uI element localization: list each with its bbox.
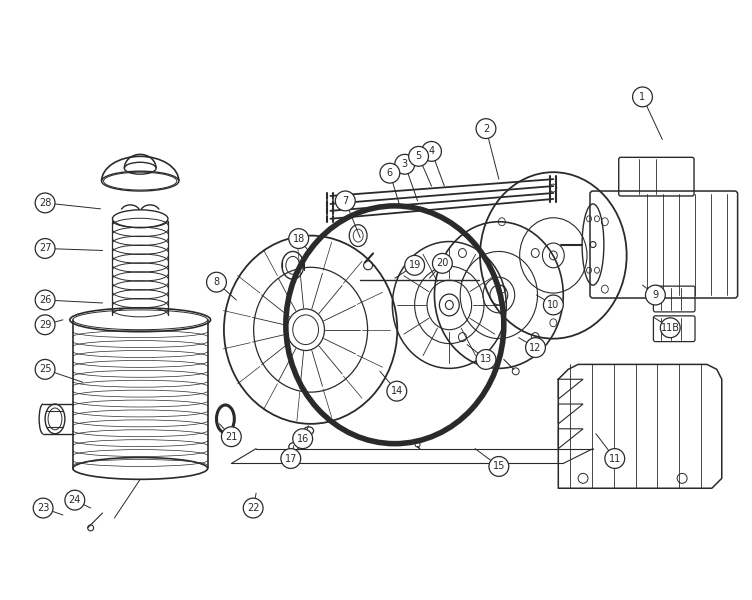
Circle shape	[544, 295, 563, 315]
Text: 19: 19	[408, 260, 421, 271]
Circle shape	[380, 163, 400, 183]
Circle shape	[33, 498, 53, 518]
Circle shape	[207, 272, 226, 292]
Text: 9: 9	[652, 290, 659, 300]
Text: 3: 3	[402, 159, 408, 169]
Circle shape	[432, 253, 452, 273]
Circle shape	[35, 193, 55, 213]
Text: 11B: 11B	[661, 323, 680, 333]
Circle shape	[65, 490, 85, 510]
Circle shape	[335, 191, 355, 211]
Text: 8: 8	[214, 277, 220, 287]
Text: 24: 24	[68, 495, 81, 505]
Circle shape	[422, 142, 441, 161]
Text: 17: 17	[284, 454, 297, 464]
Text: 7: 7	[342, 196, 348, 206]
Text: 29: 29	[39, 320, 51, 330]
Text: 1: 1	[639, 92, 645, 102]
Text: 10: 10	[547, 300, 559, 310]
Text: 25: 25	[39, 364, 51, 374]
Circle shape	[489, 457, 509, 476]
Circle shape	[281, 449, 301, 469]
Circle shape	[395, 154, 414, 174]
Circle shape	[221, 427, 241, 446]
Text: 21: 21	[225, 432, 238, 442]
Text: 22: 22	[247, 503, 259, 513]
Text: 5: 5	[415, 151, 422, 161]
Text: 4: 4	[429, 146, 435, 157]
Circle shape	[605, 449, 625, 469]
Circle shape	[632, 87, 653, 107]
Text: 14: 14	[391, 386, 403, 396]
Circle shape	[35, 290, 55, 310]
Text: 11: 11	[608, 454, 621, 464]
Text: 12: 12	[529, 343, 541, 353]
Circle shape	[526, 338, 545, 358]
Circle shape	[645, 285, 666, 305]
Text: 26: 26	[39, 295, 51, 305]
Text: 27: 27	[39, 244, 51, 253]
Text: 16: 16	[296, 434, 309, 444]
Text: 18: 18	[293, 233, 305, 244]
Circle shape	[660, 318, 680, 338]
Circle shape	[293, 429, 313, 449]
Circle shape	[476, 350, 496, 370]
Text: 2: 2	[483, 124, 489, 134]
Circle shape	[476, 119, 496, 139]
Text: 23: 23	[37, 503, 50, 513]
Text: 20: 20	[436, 259, 448, 268]
Text: 15: 15	[493, 461, 505, 472]
Circle shape	[35, 359, 55, 379]
Circle shape	[35, 239, 55, 259]
Circle shape	[35, 315, 55, 335]
Text: 13: 13	[480, 355, 492, 364]
Circle shape	[289, 229, 308, 248]
Circle shape	[387, 381, 407, 401]
Circle shape	[243, 498, 263, 518]
Text: 6: 6	[387, 168, 393, 178]
Circle shape	[408, 146, 429, 166]
Circle shape	[405, 256, 425, 275]
Text: 28: 28	[39, 198, 51, 208]
